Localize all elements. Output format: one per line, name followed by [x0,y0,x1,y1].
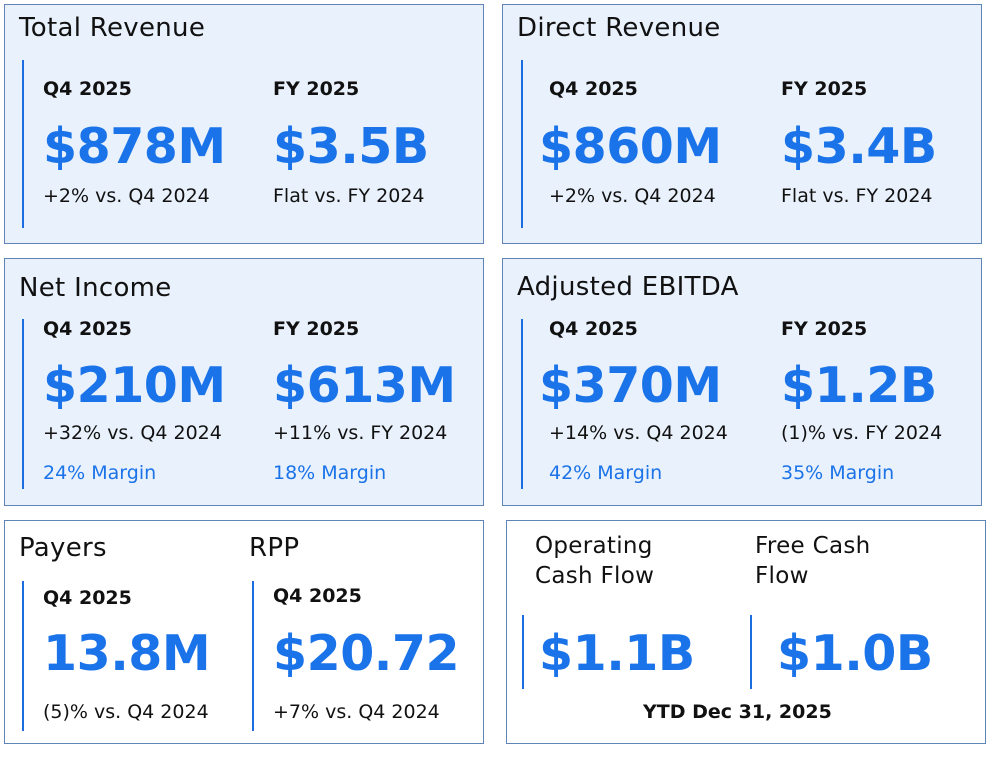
direct-revenue-fy-period: FY 2025 [781,78,868,100]
adjusted-ebitda-title: Adjusted EBITDA [517,272,739,302]
free-cash-flow-divider [750,615,752,689]
net-income-divider [22,319,24,489]
cash-flow-footnote: YTD Dec 31, 2025 [643,701,832,723]
net-income-q4-comparison: +32% vs. Q4 2024 [43,422,222,444]
payers-q4-comparison: (5)% vs. Q4 2024 [43,701,209,723]
net-income-q4-value: $210M [43,357,226,414]
net-income-fy-period: FY 2025 [273,318,360,340]
adjusted-ebitda-fy-margin: 35% Margin [781,462,895,484]
total-revenue-q4-comparison: +2% vs. Q4 2024 [43,185,210,207]
direct-revenue-title: Direct Revenue [517,13,721,43]
rpp-q4-comparison: +7% vs. Q4 2024 [273,701,440,723]
total-revenue-card: Total Revenue Q4 2025 $878M +2% vs. Q4 2… [4,4,484,244]
total-revenue-title: Total Revenue [19,13,206,43]
payers-q4-value: 13.8M [43,625,211,682]
operating-cash-flow-title: Operating Cash Flow [535,533,655,589]
net-income-card: Net Income Q4 2025 $210M +32% vs. Q4 202… [4,258,484,506]
rpp-q4-period: Q4 2025 [273,585,362,607]
total-revenue-divider [22,60,24,228]
net-income-fy-margin: 18% Margin [273,462,387,484]
direct-revenue-q4-period: Q4 2025 [549,78,638,100]
payers-q4-period: Q4 2025 [43,587,132,609]
direct-revenue-fy-value: $3.4B [781,118,937,175]
total-revenue-q4-value: $878M [43,118,226,175]
rpp-title: RPP [249,533,300,563]
total-revenue-fy-value: $3.5B [273,118,429,175]
net-income-fy-comparison: +11% vs. FY 2024 [273,422,448,444]
direct-revenue-card: Direct Revenue Q4 2025 $860M +2% vs. Q4 … [502,4,982,244]
payers-title: Payers [19,533,107,563]
adjusted-ebitda-q4-period: Q4 2025 [549,318,638,340]
adjusted-ebitda-fy-value: $1.2B [781,357,937,414]
adjusted-ebitda-divider [521,319,523,489]
adjusted-ebitda-q4-comparison: +14% vs. Q4 2024 [549,422,728,444]
rpp-q4-value: $20.72 [273,625,460,682]
cash-flow-card: Operating Cash Flow $1.1B Free Cash Flow… [506,520,986,744]
direct-revenue-q4-comparison: +2% vs. Q4 2024 [549,185,716,207]
total-revenue-fy-comparison: Flat vs. FY 2024 [273,185,425,207]
direct-revenue-divider [521,60,523,228]
direct-revenue-fy-comparison: Flat vs. FY 2024 [781,185,933,207]
payers-divider [22,581,24,731]
operating-cash-flow-divider [522,615,524,689]
operating-cash-flow-value: $1.1B [539,625,695,682]
payers-rpp-card: Payers Q4 2025 13.8M (5)% vs. Q4 2024 RP… [4,520,484,744]
adjusted-ebitda-q4-margin: 42% Margin [549,462,663,484]
free-cash-flow-title: Free Cash Flow [755,533,871,589]
adjusted-ebitda-q4-value: $370M [539,357,722,414]
direct-revenue-q4-value: $860M [539,118,722,175]
total-revenue-q4-period: Q4 2025 [43,78,132,100]
adjusted-ebitda-fy-period: FY 2025 [781,318,868,340]
net-income-title: Net Income [19,273,172,303]
total-revenue-fy-period: FY 2025 [273,78,360,100]
net-income-q4-period: Q4 2025 [43,318,132,340]
adjusted-ebitda-card: Adjusted EBITDA Q4 2025 $370M +14% vs. Q… [502,258,982,506]
rpp-divider [252,581,254,731]
free-cash-flow-value: $1.0B [777,625,933,682]
net-income-fy-value: $613M [273,357,456,414]
net-income-q4-margin: 24% Margin [43,462,157,484]
adjusted-ebitda-fy-comparison: (1)% vs. FY 2024 [781,422,943,444]
